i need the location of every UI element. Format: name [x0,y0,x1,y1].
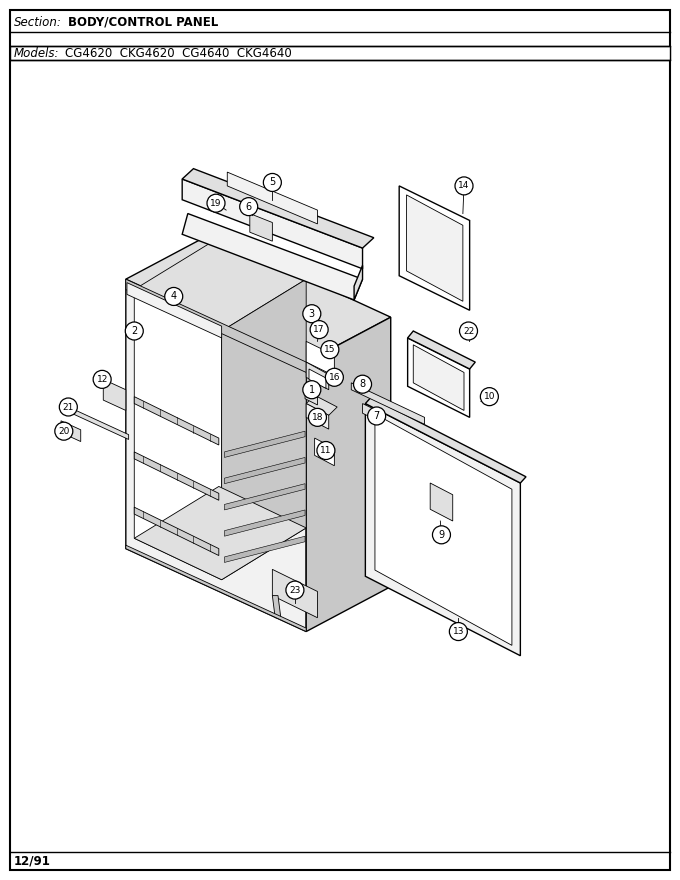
Circle shape [309,408,326,427]
Polygon shape [227,172,318,224]
Polygon shape [126,279,306,372]
Circle shape [321,341,339,359]
Text: 2: 2 [131,326,137,336]
Text: BODY/CONTROL PANEL: BODY/CONTROL PANEL [68,16,218,28]
Text: 12/91: 12/91 [14,854,51,868]
Text: 15: 15 [324,345,336,354]
Circle shape [325,369,343,386]
Polygon shape [273,569,318,618]
Polygon shape [224,536,305,562]
Polygon shape [306,404,328,429]
Text: Models:: Models: [14,47,60,60]
Text: 19: 19 [210,199,222,208]
Text: 14: 14 [458,181,470,190]
Circle shape [303,381,321,399]
Text: 7: 7 [373,411,379,421]
Circle shape [368,407,386,425]
Text: 10: 10 [483,392,495,401]
Text: 13: 13 [453,627,464,636]
Polygon shape [134,507,219,555]
Polygon shape [413,345,464,410]
Circle shape [460,322,477,340]
Polygon shape [134,487,306,580]
Polygon shape [399,186,470,311]
Text: 6: 6 [245,202,252,211]
Polygon shape [182,214,362,300]
Polygon shape [134,397,219,445]
Polygon shape [182,179,362,268]
Polygon shape [224,431,305,458]
Circle shape [449,622,467,641]
Polygon shape [305,388,318,405]
Circle shape [317,442,335,459]
Circle shape [354,375,371,393]
Text: 20: 20 [58,427,69,436]
Polygon shape [306,395,337,415]
Polygon shape [407,338,470,417]
Text: 16: 16 [328,373,340,382]
Polygon shape [306,317,391,632]
Circle shape [59,398,78,416]
Polygon shape [315,438,335,466]
Text: 4: 4 [171,291,177,302]
Polygon shape [365,404,520,656]
Polygon shape [222,279,306,580]
Polygon shape [407,331,475,369]
Polygon shape [407,194,463,301]
Text: 1: 1 [309,385,315,395]
Text: 8: 8 [360,379,366,389]
Polygon shape [362,404,382,423]
Polygon shape [126,234,391,362]
Polygon shape [375,414,512,645]
Text: 18: 18 [311,413,323,422]
Text: 3: 3 [309,309,315,319]
Circle shape [455,177,473,194]
Polygon shape [134,290,222,580]
Circle shape [263,173,282,192]
Text: 22: 22 [463,326,474,335]
Circle shape [286,581,304,599]
Polygon shape [126,546,306,632]
Polygon shape [352,383,424,424]
Polygon shape [61,421,81,442]
Text: 11: 11 [320,446,332,455]
Polygon shape [306,362,328,390]
Text: Section:: Section: [14,16,62,28]
Polygon shape [127,282,222,338]
Polygon shape [224,484,305,510]
Circle shape [55,422,73,440]
Circle shape [432,526,450,544]
Circle shape [310,320,328,339]
Polygon shape [273,596,281,618]
Text: 21: 21 [63,402,74,412]
Text: 9: 9 [439,530,445,539]
Circle shape [303,304,321,323]
Circle shape [165,288,183,305]
Polygon shape [182,169,374,248]
Polygon shape [134,452,219,500]
Polygon shape [224,510,305,536]
Bar [10,46,670,60]
Text: 17: 17 [313,325,325,334]
Circle shape [93,370,111,388]
Polygon shape [134,238,306,331]
Circle shape [239,198,258,216]
Text: 12: 12 [97,375,108,384]
Polygon shape [354,266,362,300]
Polygon shape [306,341,335,376]
Polygon shape [430,483,453,521]
Text: CG4620  CKG4620  CG4640  CKG4640: CG4620 CKG4620 CG4640 CKG4640 [65,47,292,60]
Circle shape [125,322,143,340]
Polygon shape [309,369,326,388]
Polygon shape [224,458,305,484]
Polygon shape [126,279,306,632]
Text: 23: 23 [289,585,301,595]
Polygon shape [103,379,126,410]
Polygon shape [365,398,526,483]
Polygon shape [61,404,129,439]
Polygon shape [250,214,273,241]
Circle shape [207,194,225,212]
Text: 5: 5 [269,178,275,187]
Circle shape [480,387,498,406]
